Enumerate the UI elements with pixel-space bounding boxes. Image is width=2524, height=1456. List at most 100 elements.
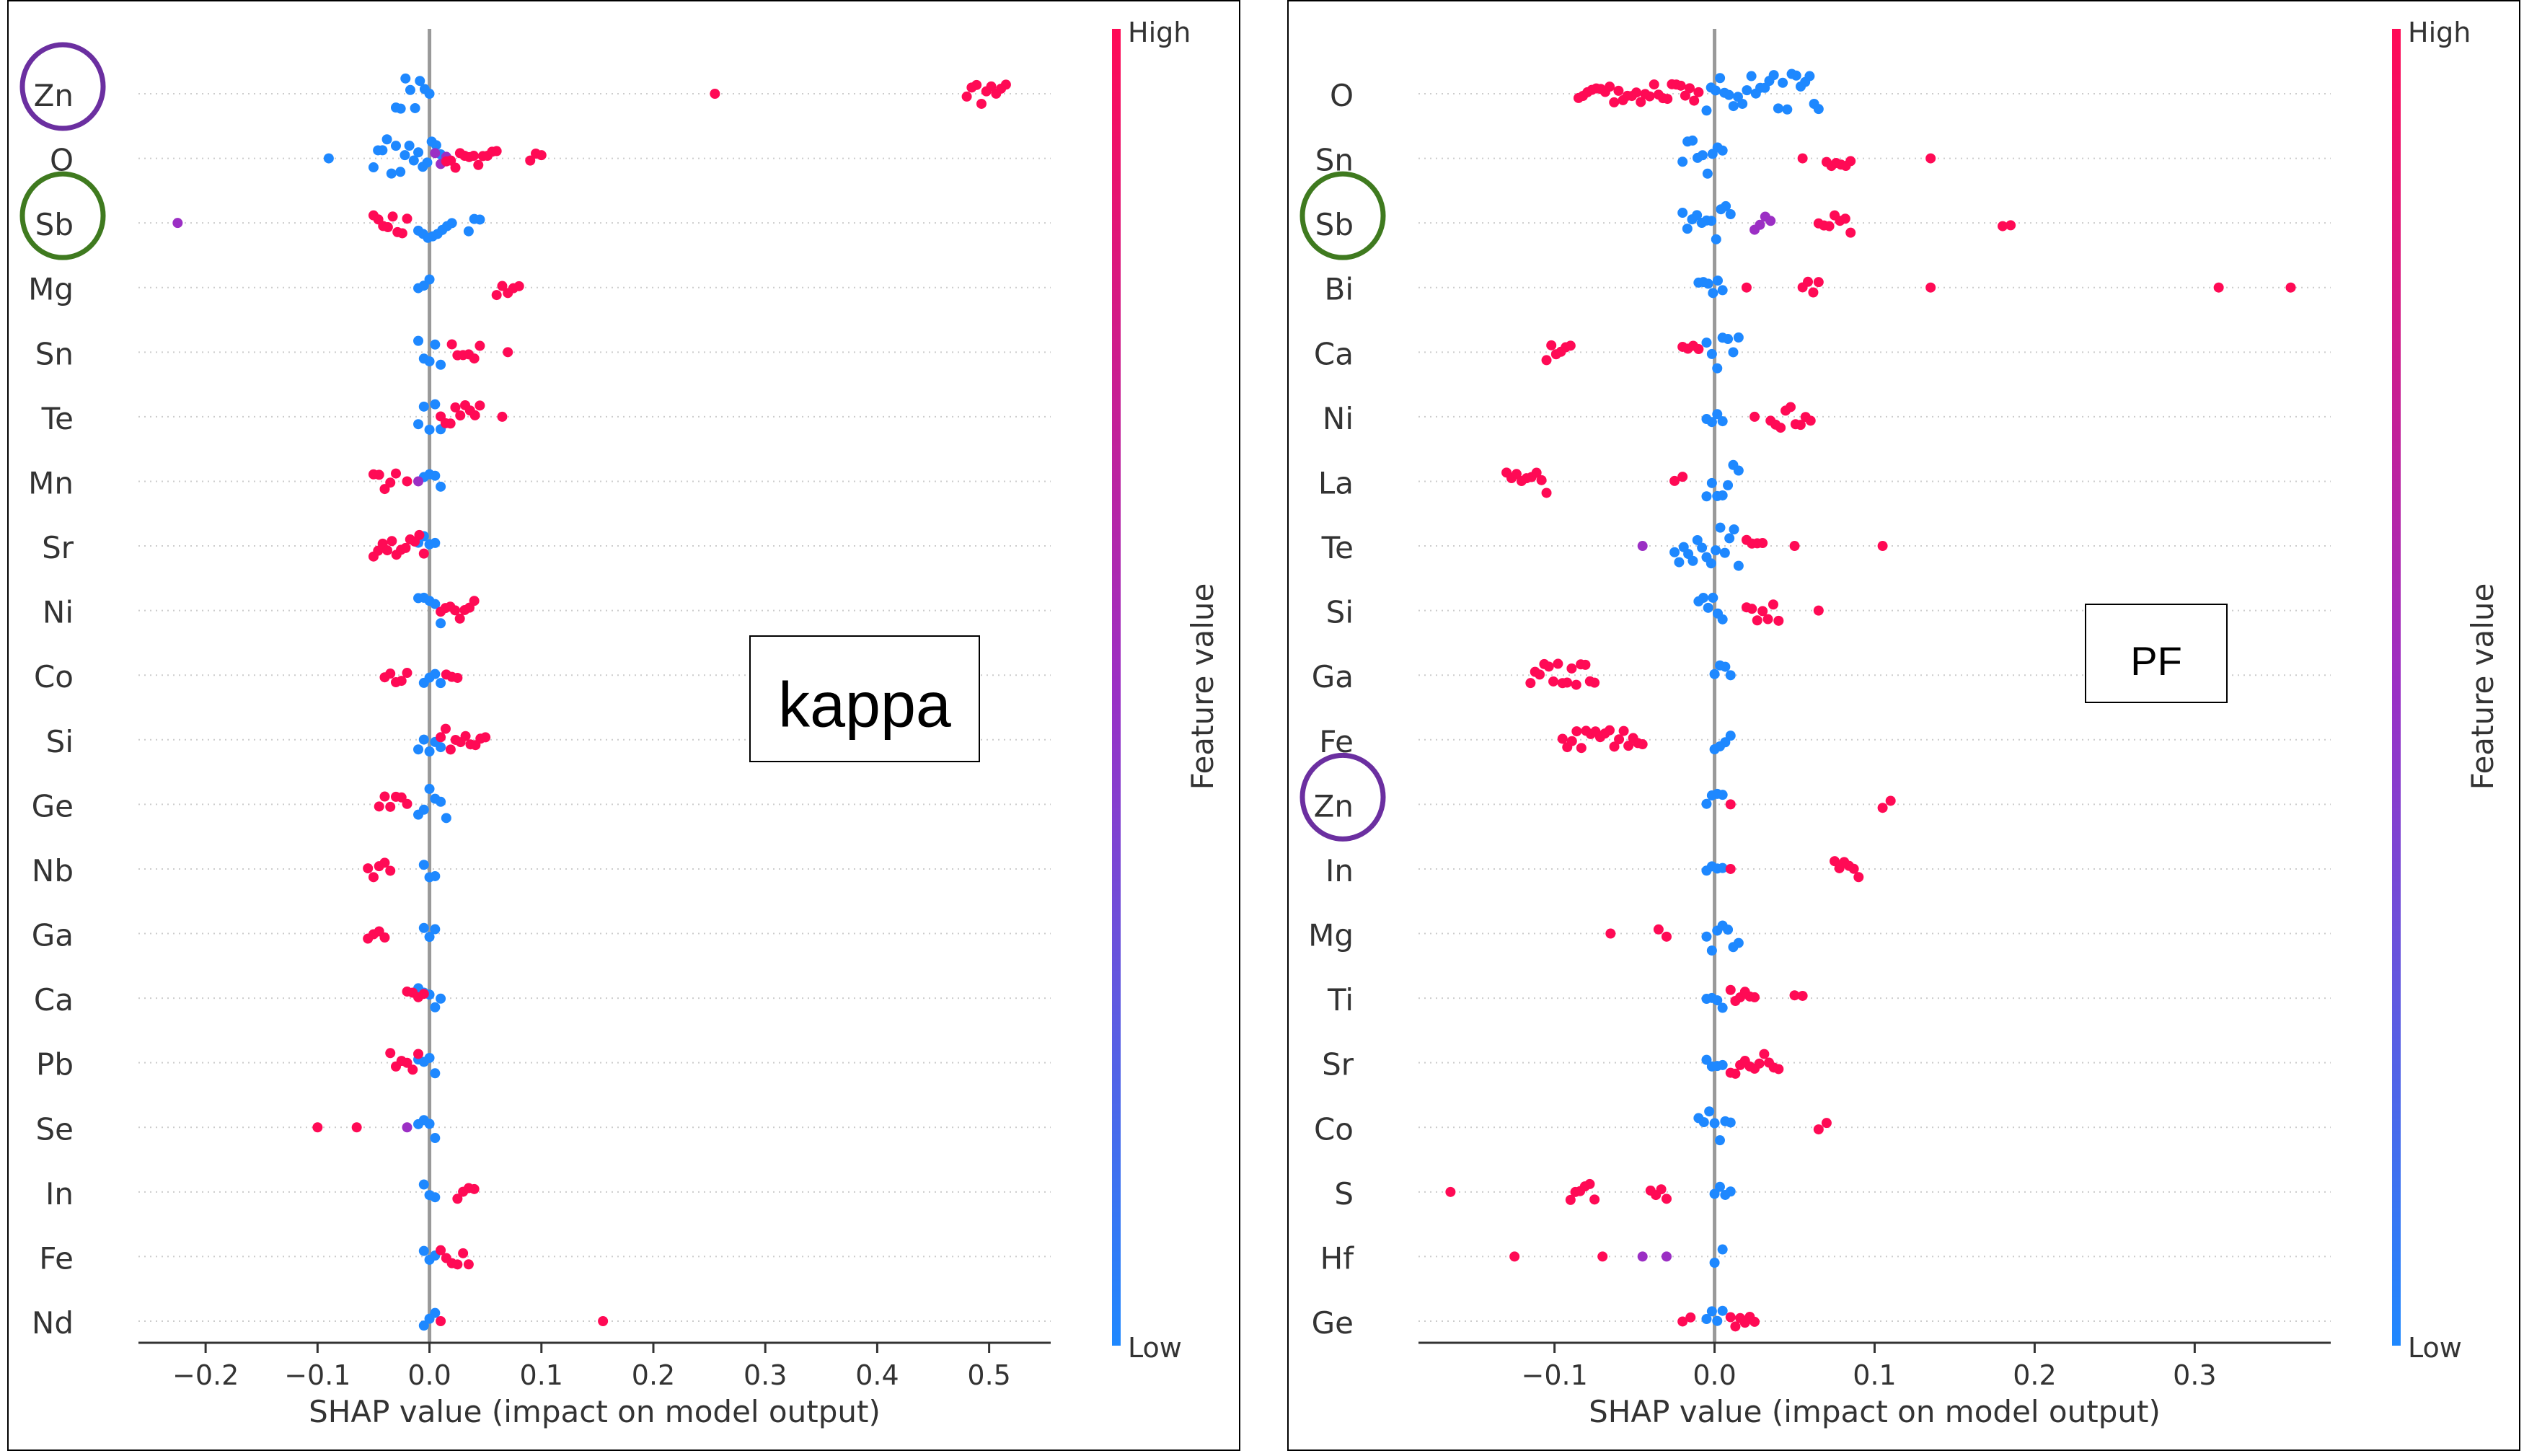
shap-point [497, 281, 508, 291]
shap-point [1565, 340, 1576, 351]
shap-point [1824, 221, 1835, 231]
shap-point [1717, 416, 1728, 427]
shap-point [2213, 282, 2224, 293]
shap-point [402, 798, 412, 809]
shap-point [1877, 541, 1888, 552]
shap-point [418, 401, 429, 412]
shap-point [1708, 592, 1718, 603]
shap-point [1669, 475, 1680, 486]
shap-point [1631, 87, 1642, 98]
shap-point [1580, 659, 1591, 670]
feature-label: Sn [35, 336, 74, 371]
shap-point [497, 411, 508, 422]
pf-shap-chart: OSnSbBiCaNiLaTeSiGaFeZnInMgTiSrCoSHfGe−0… [1299, 17, 2500, 1429]
shap-point [387, 211, 398, 222]
shap-point [1719, 547, 1730, 558]
x-tick-label: 0.5 [967, 1359, 1010, 1391]
shap-point [1813, 277, 1824, 288]
feature-label: Te [41, 401, 74, 436]
feature-label: Si [46, 724, 74, 759]
shap-point [430, 148, 441, 159]
shap-point [961, 91, 972, 102]
shap-point [385, 669, 396, 679]
shap-point [395, 167, 406, 177]
kappa-shap-chart: ZnOSbMgSnTeMnSrNiCoSiGeNbGaCaPbSeInFeNd−… [19, 17, 1220, 1429]
shap-point [430, 339, 441, 350]
shap-point [452, 1194, 463, 1204]
shap-point [1747, 604, 1757, 614]
x-tick-label: 0.2 [2013, 1359, 2056, 1391]
shap-point [382, 222, 393, 233]
shap-point [1637, 541, 1648, 552]
shap-point [1757, 538, 1768, 549]
shap-point [1737, 98, 1748, 109]
shap-point [387, 536, 397, 547]
shap-point [1755, 219, 1765, 230]
feature-label: Ni [1323, 401, 1354, 436]
shap-point [1566, 663, 1577, 674]
shap-point [1682, 224, 1693, 234]
shap-point [1885, 795, 1896, 806]
shap-point [1531, 467, 1542, 478]
shap-point [1789, 541, 1800, 552]
shap-point [436, 796, 446, 807]
shap-point [1768, 599, 1778, 610]
shap-point [1757, 606, 1768, 617]
shap-point [1706, 1306, 1717, 1317]
shap-point [1605, 928, 1616, 939]
shap-point [424, 932, 435, 943]
shap-point [1677, 472, 1688, 482]
shap-point [1725, 731, 1736, 741]
shap-point [400, 73, 411, 84]
shap-point [1710, 85, 1721, 96]
shap-point [1703, 278, 1713, 289]
shap-point [1773, 1064, 1784, 1075]
shap-point [1813, 605, 1824, 616]
shap-point [402, 213, 412, 224]
shap-point [1742, 85, 1752, 96]
shap-point [1715, 522, 1726, 533]
shap-point [1623, 741, 1634, 751]
shap-point [1785, 402, 1796, 412]
shap-point [1853, 872, 1864, 883]
shap-point [395, 103, 406, 114]
shap-point [1566, 736, 1577, 746]
shap-point [1677, 156, 1688, 167]
shap-point [1720, 661, 1731, 672]
shap-point [418, 1179, 429, 1190]
shap-point [1685, 1312, 1696, 1323]
shap-point [418, 860, 429, 870]
shap-point [1717, 490, 1728, 500]
feature-label: Sb [35, 207, 74, 242]
feature-label: S [1334, 1176, 1354, 1212]
shap-point [413, 476, 424, 487]
shap-point [1653, 924, 1664, 935]
shap-point [1845, 156, 1856, 167]
shap-point [1808, 287, 1819, 298]
shap-point [1775, 423, 1786, 433]
chart-tag-box [749, 635, 980, 762]
shap-point [379, 932, 390, 943]
shap-point [513, 281, 524, 291]
x-tick-label: 0.3 [743, 1359, 787, 1391]
shap-point [1706, 477, 1717, 488]
x-tick-label: 0.4 [855, 1359, 899, 1391]
shap-point [1715, 73, 1726, 84]
shap-point [396, 676, 407, 687]
shap-point [1689, 95, 1700, 106]
shap-point [1692, 534, 1703, 545]
shap-point [424, 424, 435, 435]
feature-label: Zn [34, 78, 74, 113]
x-tick-label: 0.2 [632, 1359, 675, 1391]
chart-tag: PF [2130, 638, 2182, 684]
shap-point [469, 1183, 480, 1194]
shap-point [1706, 348, 1717, 359]
shap-point [450, 162, 461, 173]
shap-point [1925, 153, 1936, 164]
x-tick-label: 0.0 [407, 1359, 451, 1391]
kappa-panel: Zn O Sb Mg Sn Te Mn Sr Ni Co Si Ge Nb Ga Ca Pb Se In Fe Nd −… [7, 0, 1240, 1451]
shap-point [1925, 282, 1936, 293]
shap-point [413, 147, 424, 158]
shap-point [1724, 89, 1734, 100]
shap-point [1725, 1312, 1736, 1323]
